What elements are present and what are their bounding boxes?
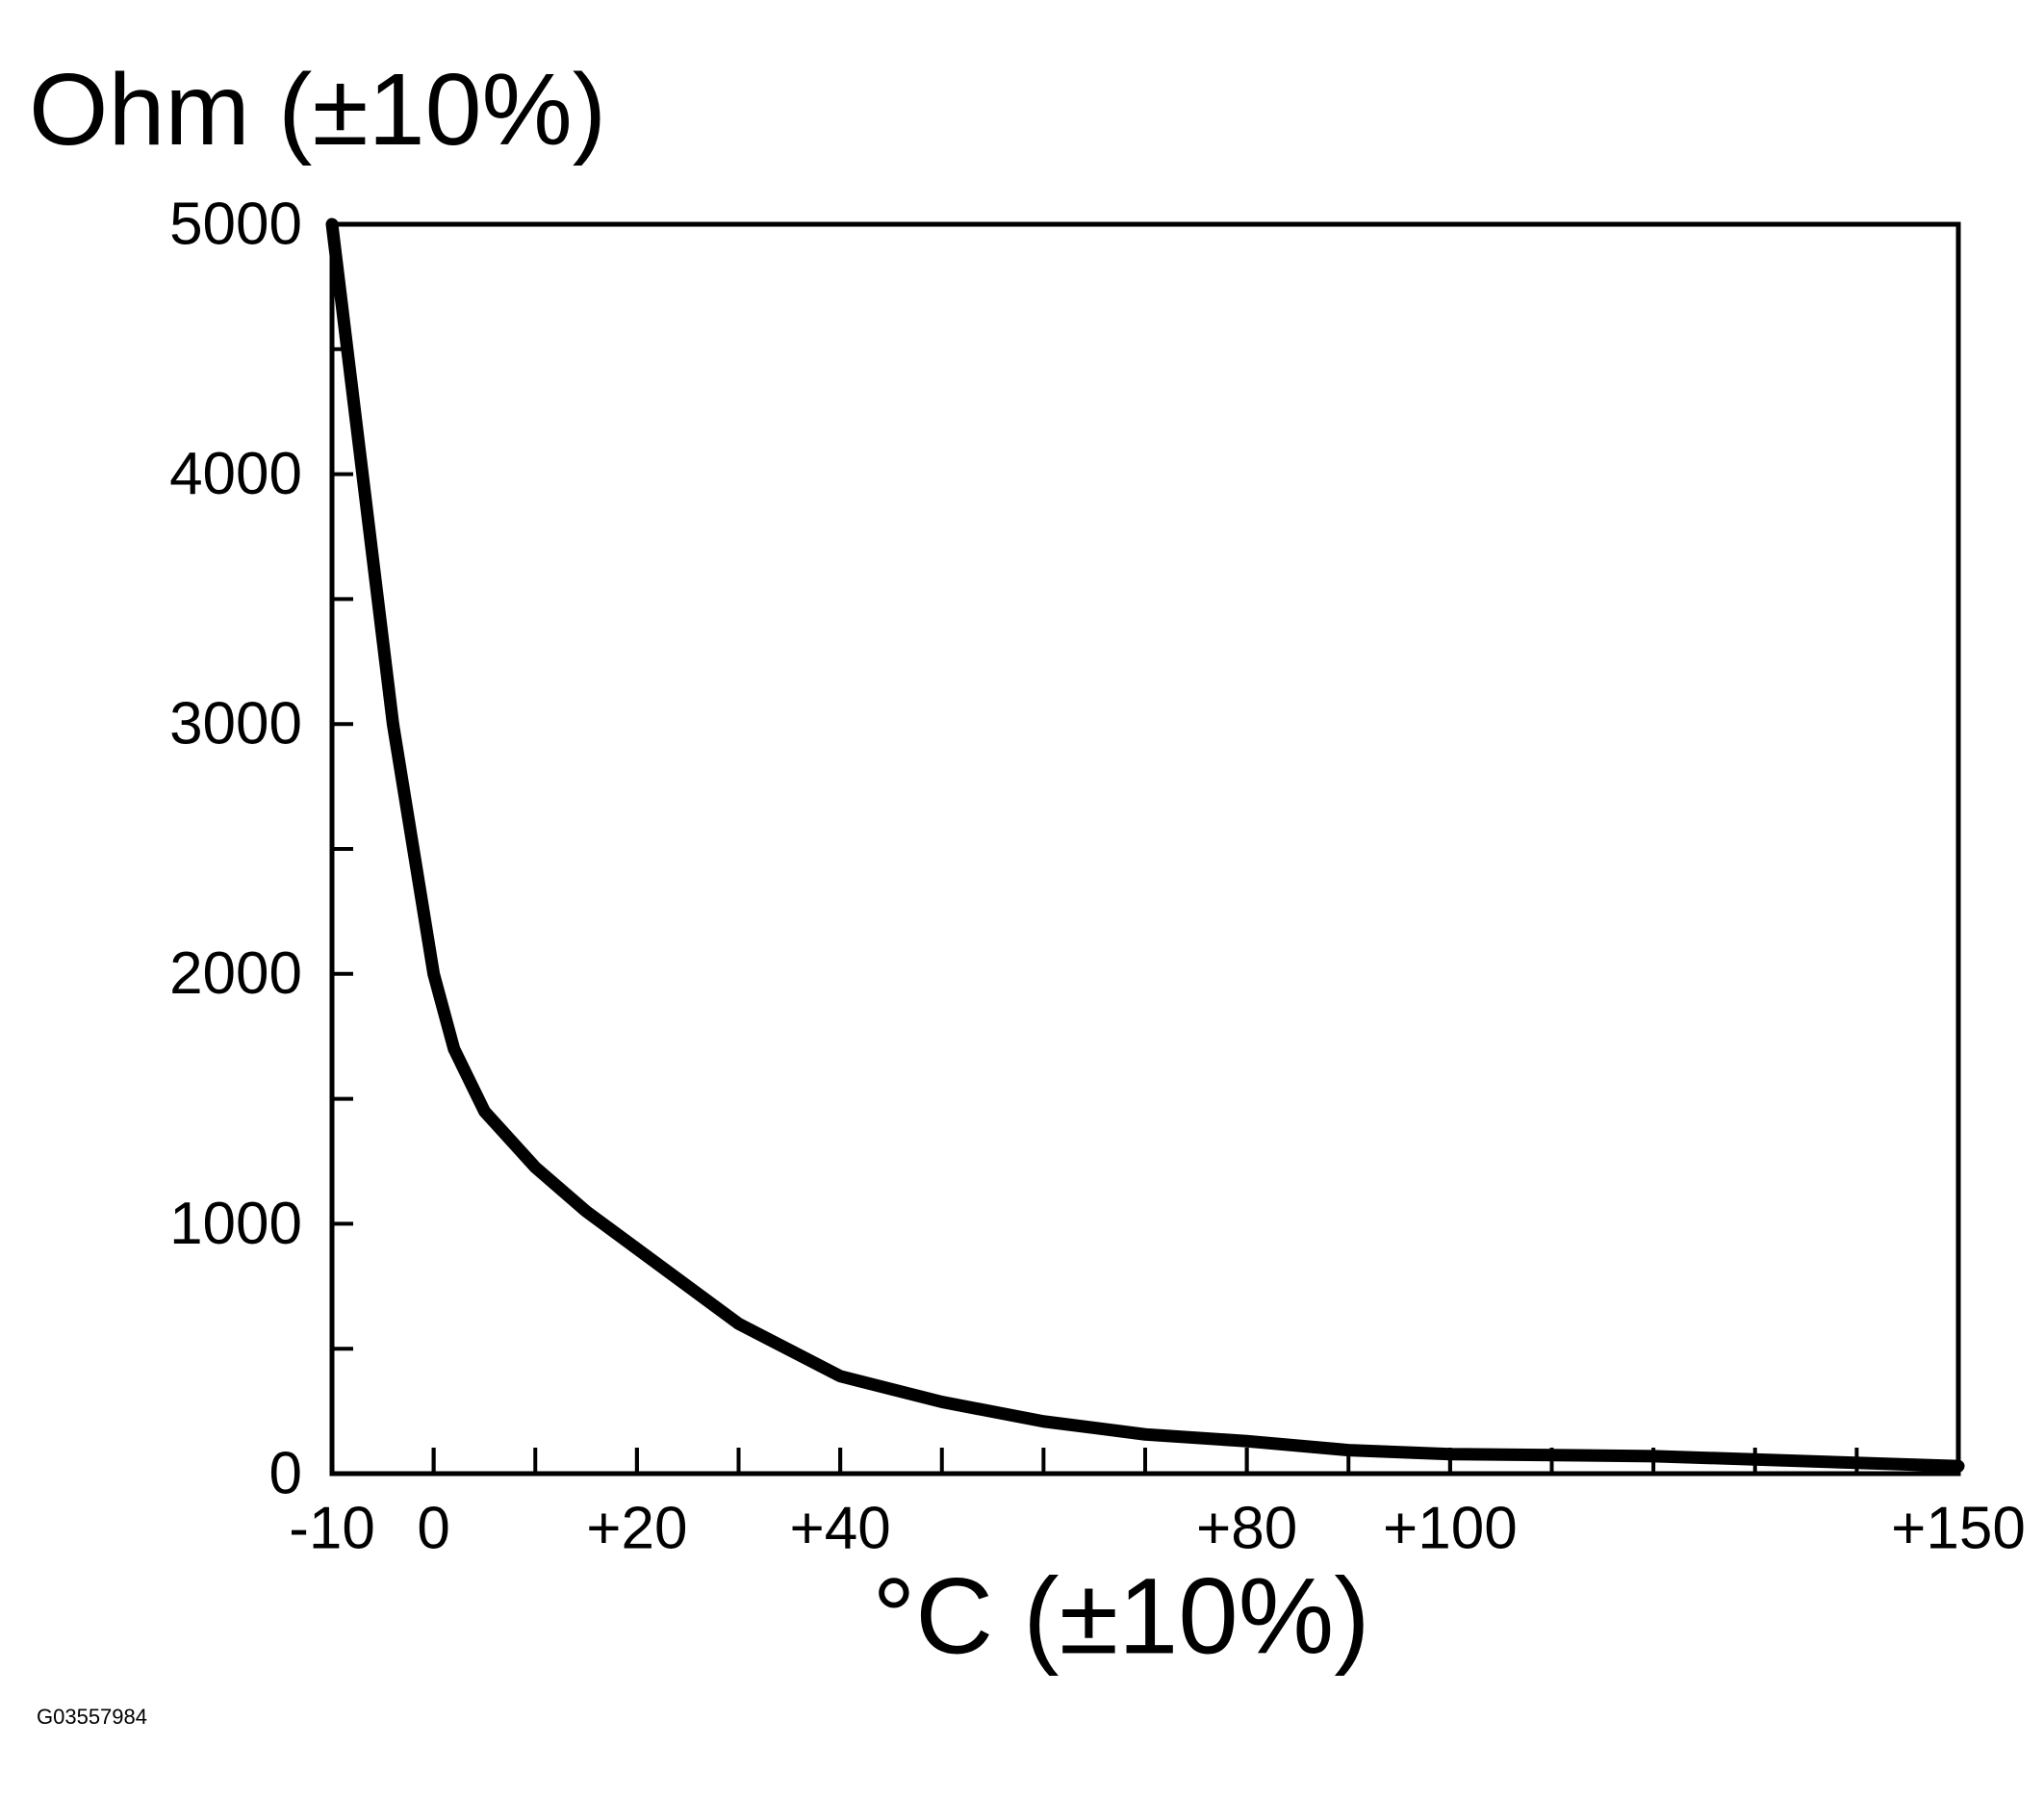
x-tick-label: +150 xyxy=(1891,1495,2026,1561)
y-tick-label: 2000 xyxy=(169,940,302,1007)
x-tick-label: +80 xyxy=(1196,1495,1297,1561)
x-tick-label: -10 xyxy=(289,1495,375,1561)
x-tick-label: +100 xyxy=(1383,1495,1518,1561)
y-tick-label: 5000 xyxy=(169,191,302,257)
y-tick-label: 1000 xyxy=(169,1191,302,1257)
x-tick-label: 0 xyxy=(417,1495,449,1561)
y-axis-title: Ohm (±10%) xyxy=(29,53,606,167)
x-axis-title: °C (±10%) xyxy=(872,1556,1369,1677)
x-tick-label: +20 xyxy=(586,1495,687,1561)
y-tick-label: 3000 xyxy=(169,691,302,758)
y-tick-label: 4000 xyxy=(169,441,302,507)
y-tick-label: 0 xyxy=(269,1440,302,1506)
footnote: G03557984 xyxy=(37,1705,147,1729)
x-tick-label: +40 xyxy=(790,1495,891,1561)
data-line xyxy=(325,218,1965,1473)
